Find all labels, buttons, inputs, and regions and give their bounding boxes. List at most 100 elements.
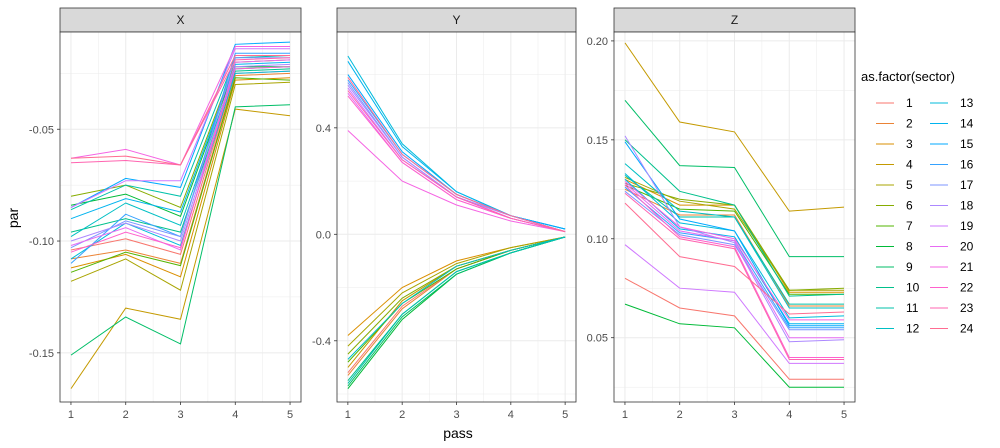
x-tick-label: 1 (345, 409, 351, 421)
x-tick-label: 2 (399, 409, 405, 421)
series-line-19 (624, 244, 844, 364)
legend-label: 1 (906, 96, 913, 110)
series-line-7 (624, 184, 844, 295)
legend-label: 7 (906, 219, 913, 233)
legend-label: 2 (906, 117, 913, 131)
x-tick-label: 5 (287, 409, 293, 421)
y-axis-title: par (5, 208, 21, 229)
legend-label: 9 (906, 260, 913, 274)
legend-label: 5 (906, 178, 913, 192)
series-line-22 (70, 66, 291, 253)
series-line-4 (624, 42, 845, 212)
legend-label: 23 (960, 301, 974, 315)
series-line-12 (624, 163, 844, 309)
series-line-4 (70, 108, 291, 389)
strip-label: X (176, 13, 184, 27)
x-tick-label: 2 (123, 409, 129, 421)
legend-item-24: 24 (930, 322, 974, 336)
x-tick-label: 1 (68, 409, 74, 421)
series-line-13 (70, 70, 291, 260)
y-tick-label: -0.10 (29, 236, 54, 248)
legend-label: 17 (960, 178, 974, 192)
strip-background (336, 7, 577, 33)
series-line-9 (70, 104, 291, 356)
legend-label: 3 (906, 137, 913, 151)
legend-label: 4 (906, 158, 913, 172)
series-line-19 (70, 48, 290, 208)
series-line-2 (70, 72, 291, 264)
x-tick-label: 5 (841, 409, 847, 421)
series-line-20 (624, 183, 844, 339)
panel-Y: Y -0.4 0.0 0.4 1 2 3 4 5 (312, 7, 577, 421)
y-tick-label: 0.4 (316, 123, 331, 135)
legend-label: 15 (960, 137, 974, 151)
series-line-23 (624, 192, 844, 360)
series-line-10 (70, 68, 291, 233)
y-tick-label: -0.05 (29, 124, 54, 136)
legend-item-17: 17 (930, 178, 974, 192)
series-line-14 (624, 179, 844, 325)
panel-X: X -0.15 -0.10 -0.05 1 2 3 4 5 (29, 7, 302, 421)
legend-title: as.factor(sector) (861, 69, 955, 84)
x-tick-label: 5 (562, 409, 568, 421)
series-line-24 (624, 202, 845, 315)
series-line-10 (624, 139, 845, 297)
series-line-24 (70, 55, 290, 166)
legend-label: 10 (906, 281, 920, 295)
y-tick-label: 0.15 (587, 135, 608, 147)
legend-label: 13 (960, 96, 974, 110)
legend-label: 12 (906, 322, 920, 336)
y-tick-label: -0.15 (29, 348, 54, 360)
legend-item-5: 5 (876, 178, 913, 192)
series-line-14 (70, 61, 291, 220)
series-line-15 (624, 141, 844, 327)
legend-item-22: 22 (930, 281, 974, 295)
legend-item-9: 9 (876, 260, 913, 274)
x-tick-label: 3 (453, 409, 459, 421)
series-line-17 (70, 57, 290, 249)
legend: as.factor(sector) 1234567891011121314151… (861, 69, 974, 336)
legend-item-20: 20 (930, 240, 974, 254)
legend-item-3: 3 (876, 137, 913, 151)
y-tick-label: 0.05 (587, 333, 608, 345)
legend-item-7: 7 (876, 219, 913, 233)
panels-group: X -0.15 -0.10 -0.05 1 2 3 4 5 Y -0.4 0.0 0.4 1 2 3 4 5 Z 0.… (29, 7, 856, 421)
legend-item-6: 6 (876, 199, 913, 213)
series-line-9 (624, 99, 844, 258)
series-line-7 (70, 77, 291, 273)
x-tick-label: 1 (622, 409, 628, 421)
series-line-24 (347, 77, 566, 233)
series-line-23 (347, 90, 566, 233)
legend-item-23: 23 (930, 301, 974, 315)
legend-label: 21 (960, 260, 974, 274)
series-line-21 (347, 130, 566, 233)
legend-item-14: 14 (930, 117, 974, 131)
legend-item-18: 18 (930, 199, 974, 213)
legend-label: 11 (906, 301, 919, 315)
series-line-20 (70, 59, 291, 251)
series-line-18 (70, 63, 291, 242)
legend-item-13: 13 (930, 96, 974, 110)
legend-item-19: 19 (930, 219, 974, 233)
strip-label: Y (452, 13, 460, 27)
legend-label: 6 (906, 199, 913, 213)
legend-item-15: 15 (930, 137, 974, 151)
series-line-1 (624, 277, 844, 380)
legend-label: 20 (960, 240, 974, 254)
legend-label: 14 (960, 117, 974, 131)
y-tick-label: 0.0 (316, 229, 331, 241)
x-axis-title: pass (443, 425, 473, 441)
x-tick-label: 2 (677, 409, 683, 421)
series-line-8 (70, 66, 290, 218)
series-line-11 (70, 55, 291, 211)
legend-item-10: 10 (876, 281, 920, 295)
legend-label: 22 (960, 281, 974, 295)
legend-label: 24 (960, 322, 974, 336)
strip-background (59, 7, 302, 33)
series-line-12 (347, 236, 566, 360)
legend-item-12: 12 (876, 322, 920, 336)
legend-label: 18 (960, 199, 974, 213)
y-tick-label: 0.20 (587, 36, 608, 48)
y-tick-label: 0.10 (587, 234, 608, 246)
legend-label: 8 (906, 240, 913, 254)
